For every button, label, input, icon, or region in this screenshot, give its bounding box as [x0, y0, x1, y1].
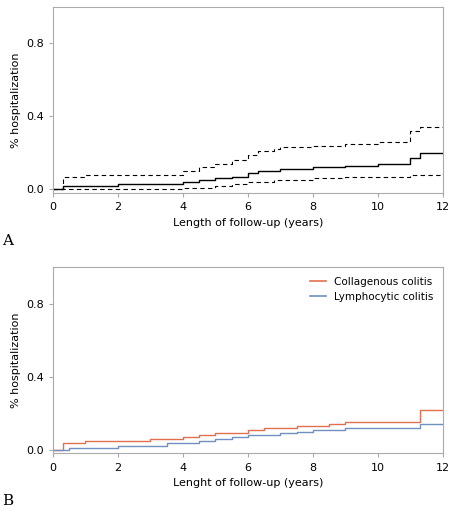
Y-axis label: % hospitalization: % hospitalization [11, 52, 21, 148]
Y-axis label: % hospitalization: % hospitalization [11, 313, 21, 408]
Legend: Collagenous colitis, Lymphocytic colitis: Collagenous colitis, Lymphocytic colitis [306, 272, 438, 306]
X-axis label: Lenght of follow-up (years): Lenght of follow-up (years) [173, 478, 323, 488]
X-axis label: Length of follow-up (years): Length of follow-up (years) [173, 217, 323, 228]
Text: A: A [2, 234, 13, 248]
Text: B: B [2, 494, 13, 508]
